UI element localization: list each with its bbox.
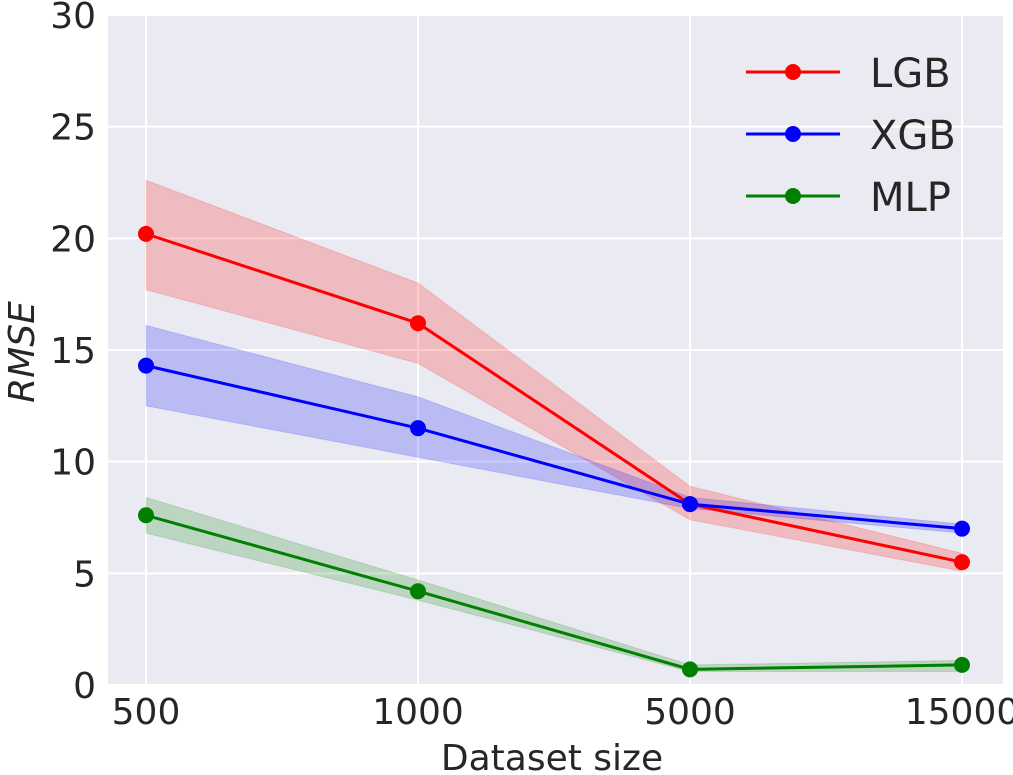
xgb-series-line	[145, 364, 963, 531]
mlp-legend-label: MLP	[870, 175, 951, 221]
x-axis-label: Dataset size	[441, 738, 663, 775]
mlp-data-point	[138, 507, 154, 524]
xgb-legend-marker	[785, 126, 801, 142]
lgb-data-point	[410, 315, 426, 332]
y-tick-label: 30	[50, 0, 96, 37]
x-tick-label: 15000	[905, 692, 1013, 733]
mlp-data-point	[954, 656, 970, 673]
y-tick-label: 15	[50, 331, 96, 372]
x-tick-labels: 500 1000 5000 15000	[112, 692, 1013, 733]
x-tick-label: 5000	[644, 692, 736, 733]
mlp-series-line	[145, 513, 963, 671]
mlp-legend-marker	[785, 188, 801, 204]
y-tick-label: 0	[73, 666, 96, 707]
x-tick-label: 1000	[372, 692, 464, 733]
y-tick-labels: 0 5 10 15 20 25 30	[50, 0, 96, 707]
lgb-data-point	[138, 225, 154, 242]
mlp-data-point	[410, 583, 426, 600]
mlp-data-point	[682, 661, 698, 678]
y-axis-label: RMSE	[2, 301, 43, 403]
lgb-data-point	[954, 554, 970, 571]
y-tick-label: 10	[50, 443, 96, 484]
lgb-confidence-band	[145, 179, 963, 572]
series-points	[138, 225, 970, 678]
x-tick-label: 500	[112, 692, 181, 733]
xgb-legend-label: XGB	[870, 113, 956, 159]
lgb-legend-label: LGB	[870, 51, 951, 97]
xgb-data-point	[954, 520, 970, 537]
xgb-data-point	[682, 496, 698, 513]
y-tick-label: 25	[50, 108, 96, 149]
y-tick-label: 5	[73, 554, 96, 595]
series-lines	[145, 232, 963, 671]
y-tick-label: 20	[50, 219, 96, 260]
xgb-data-point	[138, 357, 154, 374]
lgb-legend-marker	[785, 64, 801, 80]
legend: LGB XGB MLP	[746, 51, 956, 221]
xgb-data-point	[410, 420, 426, 437]
grid	[108, 14, 1003, 686]
lgb-series-line	[145, 232, 963, 564]
